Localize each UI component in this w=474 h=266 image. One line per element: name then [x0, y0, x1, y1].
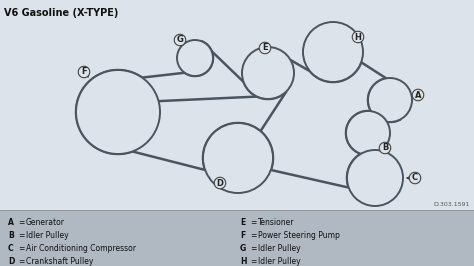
Text: H: H	[240, 257, 246, 266]
Circle shape	[346, 111, 390, 155]
Text: Idler Pulley: Idler Pulley	[26, 231, 69, 240]
Text: Air Conditioning Compressor: Air Conditioning Compressor	[26, 244, 136, 253]
Text: =: =	[18, 218, 24, 227]
Text: B: B	[382, 143, 388, 152]
Circle shape	[303, 22, 363, 82]
Text: D: D	[8, 257, 14, 266]
Text: Generator: Generator	[26, 218, 65, 227]
Text: C: C	[412, 173, 418, 182]
Text: =: =	[250, 218, 256, 227]
Text: Crankshaft Pulley: Crankshaft Pulley	[26, 257, 93, 266]
Text: F: F	[240, 231, 245, 240]
Text: =: =	[18, 231, 24, 240]
Circle shape	[347, 150, 403, 206]
Circle shape	[177, 40, 213, 76]
Text: V6 Gasoline (X-TYPE): V6 Gasoline (X-TYPE)	[4, 8, 118, 18]
Text: C: C	[8, 244, 14, 253]
Text: =: =	[18, 257, 24, 266]
Circle shape	[76, 70, 160, 154]
Circle shape	[203, 123, 273, 193]
Circle shape	[242, 47, 294, 99]
Text: D.303.1591: D.303.1591	[434, 202, 470, 207]
Text: F: F	[81, 68, 87, 77]
Text: A: A	[415, 90, 421, 99]
Text: =: =	[250, 244, 256, 253]
Text: =: =	[18, 244, 24, 253]
Bar	[0, 210, 474, 266]
Text: G: G	[240, 244, 246, 253]
Text: =: =	[250, 257, 256, 266]
Text: G: G	[176, 35, 183, 44]
Text: Idler Pulley: Idler Pulley	[258, 257, 301, 266]
Circle shape	[368, 78, 412, 122]
Text: A: A	[8, 218, 14, 227]
Text: Power Steering Pump: Power Steering Pump	[258, 231, 340, 240]
Text: =: =	[250, 231, 256, 240]
Text: D: D	[217, 178, 224, 188]
Text: E: E	[240, 218, 245, 227]
Text: B: B	[8, 231, 14, 240]
Bar	[0, 0, 474, 210]
Text: E: E	[262, 44, 268, 52]
Text: Idler Pulley: Idler Pulley	[258, 244, 301, 253]
Text: H: H	[355, 32, 362, 41]
Text: Tensioner: Tensioner	[258, 218, 294, 227]
